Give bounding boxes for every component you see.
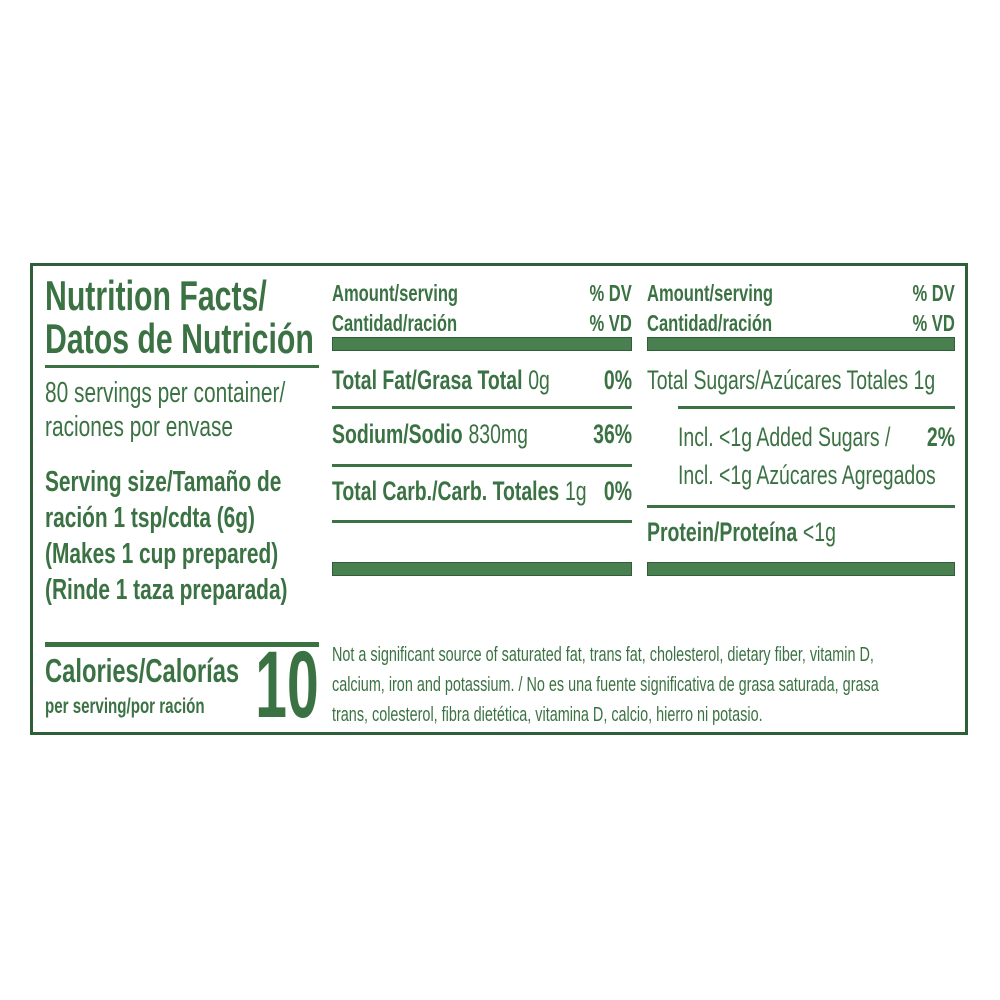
right-header-es: Cantidad/ración % VD bbox=[647, 310, 955, 336]
calories-divider-rule bbox=[45, 642, 319, 647]
added-sugars-row-line1: Incl. <1g Added Sugars / 2% bbox=[678, 422, 955, 452]
disclaimer-line1: Not a significant source of saturated fa… bbox=[332, 644, 874, 666]
right-header-bar bbox=[647, 337, 955, 351]
title-divider-rule bbox=[45, 365, 319, 368]
sodium-row: Sodium/Sodio 830mg 36% bbox=[332, 419, 632, 449]
total-carb-rule bbox=[332, 520, 632, 523]
sodium-rule bbox=[332, 464, 632, 467]
added-sugars-row-line2: Incl. <1g Azúcares Agregados bbox=[678, 460, 936, 490]
total-fat-row: Total Fat/Grasa Total 0g 0% bbox=[332, 365, 632, 395]
middle-header-es: Cantidad/ración % VD bbox=[332, 310, 632, 336]
total-fat-rule bbox=[332, 406, 632, 409]
calories-subtitle: per serving/por ración bbox=[45, 695, 205, 718]
servings-per-container-line2: raciones por envase bbox=[45, 411, 234, 443]
total-sugars-rule bbox=[678, 406, 955, 409]
middle-bottom-bar bbox=[332, 562, 632, 576]
total-sugars-row: Total Sugars/Azúcares Totales 1g bbox=[647, 365, 936, 395]
serving-size-line1: Serving size/Tamaño de bbox=[45, 466, 282, 498]
panel-title-line1: Nutrition Facts/ bbox=[45, 272, 267, 319]
right-bottom-bar bbox=[647, 562, 955, 576]
added-sugars-rule bbox=[647, 505, 955, 508]
calories-value: 10 bbox=[255, 632, 319, 738]
right-header-en: Amount/serving % DV bbox=[647, 280, 955, 306]
disclaimer-line2: calcium, iron and potassium. / No es una… bbox=[332, 674, 879, 696]
nutrition-facts-panel: Nutrition Facts/ Datos de Nutrición 80 s… bbox=[30, 263, 968, 735]
middle-header-bar bbox=[332, 337, 632, 351]
serving-size-line4: (Rinde 1 taza preparada) bbox=[45, 574, 288, 606]
total-carb-row: Total Carb./Carb. Totales 1g 0% bbox=[332, 476, 632, 506]
middle-header-en: Amount/serving % DV bbox=[332, 280, 632, 306]
calories-label: Calories/Calorías bbox=[45, 652, 240, 689]
serving-size-line2: ración 1 tsp/cdta (6g) bbox=[45, 502, 256, 534]
protein-row: Protein/Proteína <1g bbox=[647, 517, 836, 547]
servings-per-container-line1: 80 servings per container/ bbox=[45, 377, 286, 409]
panel-title-line2: Datos de Nutrición bbox=[45, 315, 314, 362]
serving-size-line3: (Makes 1 cup prepared) bbox=[45, 538, 279, 570]
disclaimer-line3: trans, colesterol, fibra dietética, vita… bbox=[332, 704, 763, 726]
